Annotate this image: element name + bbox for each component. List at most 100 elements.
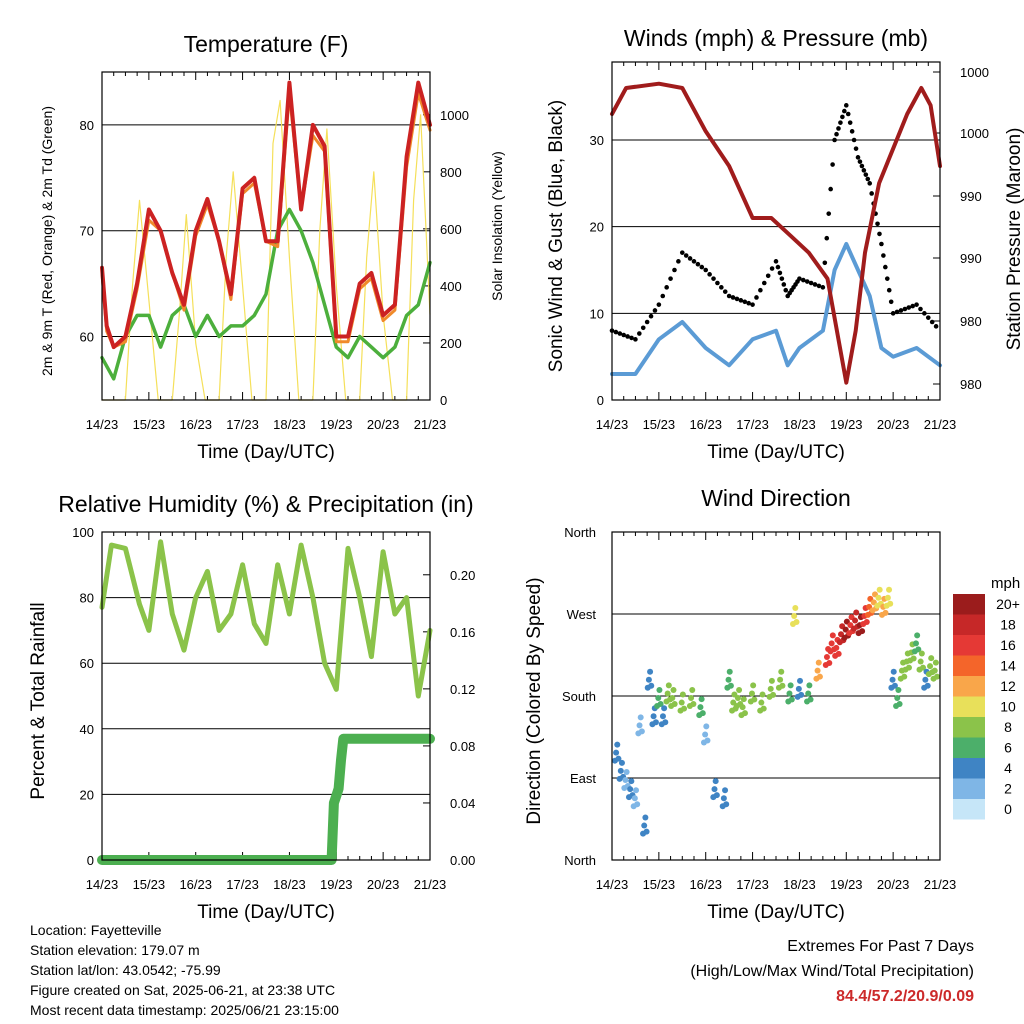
gust-point [808,280,814,286]
direction-point [807,696,814,703]
direction-point [788,696,795,703]
colorbar-label: 16 [1000,637,1016,653]
x-tick-label: 17/23 [226,877,259,892]
direction-point [657,701,664,708]
y-axis-label: Percent & Total Rainfall [28,602,49,799]
y2-tick-label: 200 [440,336,462,351]
direction-point [922,676,929,683]
direction-point [912,640,919,647]
winds-pressure-panel: Winds (mph) & Pressure (mb) Time (Day/UTC… [546,25,1024,463]
direction-point [688,695,695,702]
direction-point [627,786,634,793]
gust-point [679,250,685,255]
direction-point [928,655,935,662]
y2-tick-label: 0.12 [450,682,475,697]
colorbar-label: 2 [1004,781,1012,797]
direction-point [615,755,622,762]
direction-point [914,632,921,639]
direction-point [636,722,643,729]
gust-point [656,302,662,307]
direction-point [736,686,743,693]
station-info: Location: Fayetteville Station elevation… [30,920,339,1020]
direction-point [642,814,649,821]
extremes-values: 84.4/57.2/20.9/0.09 [836,988,974,1005]
x-tick-label: 18/23 [783,417,816,432]
gust-point [875,221,880,227]
direction-point [826,660,833,667]
direction-point [806,682,813,689]
gust-point [672,267,677,273]
y-tick-label: 100 [72,525,94,540]
y-axis-label: Sonic Wind & Gust (Blue, Black) [546,100,567,372]
y2-tick-label: 800 [440,165,462,180]
gust-point [834,131,839,137]
colorbar-label: 6 [1004,740,1012,756]
direction-point [901,673,908,680]
gust-point [879,241,884,247]
x-axis-label: Time (Day/UTC) [197,442,335,463]
y2-axis-label: Solar Insolation (Yellow) [489,151,505,301]
x-tick-label: 21/23 [414,417,447,432]
direction-point [777,676,784,683]
y-tick-label: 30 [590,133,604,148]
x-tick-label: 19/23 [320,877,353,892]
gust-point [925,315,931,320]
gust-point [783,287,789,293]
direction-point [778,668,785,675]
gust-point [617,331,623,336]
gust-point [888,299,894,305]
gust-point [738,298,744,303]
direction-point [891,682,898,689]
gust-point [910,303,915,309]
direction-point [920,664,927,671]
gust-point [902,306,908,312]
colorbar-swatch [953,799,985,820]
y2-tick-label: 600 [440,222,462,237]
gust-point [922,311,927,316]
colorbar-label: 12 [1000,678,1016,694]
gust-point [822,260,828,266]
gust-point [703,267,709,273]
direction-point [617,767,624,774]
direction-point [711,786,718,793]
x-tick-label: 16/23 [689,417,722,432]
direction-point [932,659,939,666]
direction-point [798,691,805,698]
gust-point [691,259,697,264]
direction-point [918,650,925,657]
colorbar-label: 20+ [996,596,1020,612]
sonic-wind-series-line [610,242,942,376]
direction-point [758,699,765,706]
direction-point [723,801,730,808]
direction-point [638,728,645,735]
gust-point [613,329,619,335]
gust-point [773,259,779,264]
gust-point [742,299,748,305]
colorbar-swatch [953,655,985,676]
direction-point [713,792,720,799]
colorbar-label: 8 [1004,719,1012,735]
gust-point [699,264,705,270]
direction-point [681,705,688,712]
gust-point [849,129,855,134]
gust-point [730,295,736,300]
gust-point [886,287,892,293]
colorbar-swatch [953,778,985,799]
elevation-text: Station elevation: 179.07 m [30,942,200,958]
x-tick-label: 17/23 [226,417,259,432]
direction-point [793,619,800,626]
colorbar-swatch [953,635,985,656]
direction-point [698,696,705,703]
y-tick-label: 0 [87,853,94,868]
chart-title: Wind Direction [701,485,851,511]
direction-point [905,664,912,671]
gust-point [683,253,689,258]
direction-point [725,676,732,683]
gust-point [820,285,826,290]
direction-point [645,676,652,683]
y2-tick-label: 990 [960,189,982,204]
x-tick-label: 15/23 [133,877,166,892]
gust-point [906,305,912,310]
gust-point [781,282,787,287]
gust-point [828,186,833,192]
